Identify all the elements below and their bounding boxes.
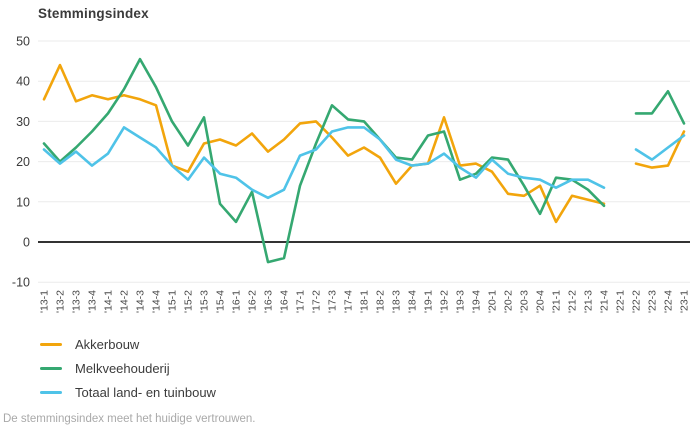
x-axis-tick-label: '22-2 [631,290,643,313]
x-axis-tick-label: '22-1 [615,290,627,313]
x-axis-tick-label: '20-2 [503,290,515,313]
x-axis-tick-label: '18-1 [359,290,371,313]
stemmingsindex-line-chart: 50 40 30 20 10 0 -10 '13-1 '13-2 '13-3 '13-4 '14-1 '… [12,35,691,314]
series-line-melkveehouderij [42,57,606,264]
series-line-totaal-land-en-tuinbouw [42,126,606,200]
y-axis-tick-label: 20 [16,155,30,169]
x-axis-tick-label: '16-1 [231,290,243,313]
x-axis-tick-label: '19-1 [423,290,435,313]
x-axis-tick-label: '17-3 [327,290,339,313]
x-axis-tick-label: '16-3 [263,290,275,313]
x-axis-tick-label: '16-4 [279,290,291,313]
x-axis-tick-label: '19-4 [471,290,483,313]
legend-item-totaal-land-en-tuinbouw: Totaal land- en tuinbouw [40,385,216,400]
x-axis-tick-label: '22-4 [663,290,675,313]
legend-swatch [40,391,62,394]
series-line-totaal-land-en-tuinbouw [634,134,686,161]
x-axis-tick-label: '20-1 [487,290,499,313]
x-axis-tick-label: '16-2 [247,290,259,313]
legend-swatch [40,367,62,370]
x-axis-tick-label: '18-3 [391,290,403,313]
x-axis-tick-label: '14-3 [135,290,147,313]
series-line-akkerbouw [634,130,686,169]
x-axis-tick-label: '15-2 [183,290,195,313]
y-axis-tick-label: 40 [16,75,30,89]
series-line-akkerbouw [42,63,606,224]
legend-label: Akkerbouw [75,337,140,352]
footnote: De stemmingsindex meet het huidige vertr… [3,413,256,425]
legend-item-akkerbouw: Akkerbouw [40,337,216,352]
x-axis-tick-label: '13-4 [87,290,99,313]
y-axis-tick-label: 10 [16,195,30,209]
x-axis-tick-label: '21-2 [567,290,579,313]
x-axis-tick-label: '17-2 [311,290,323,313]
y-axis-tick-label: 50 [16,35,30,49]
x-axis-tick-label: '17-1 [295,290,307,313]
x-axis-tick-label: '17-4 [343,290,355,313]
legend-label: Melkveehouderij [75,361,170,376]
x-axis-tick-label: '15-3 [199,290,211,313]
chart-title: Stemmingsindex [38,6,149,21]
x-axis-tick-label: '20-4 [535,290,547,313]
x-axis-tick-label: '19-2 [439,290,451,313]
x-axis-tick-label: '21-4 [599,290,611,313]
x-axis-tick-label: '22-3 [647,290,659,313]
x-axis-tick-label: '13-3 [71,290,83,313]
chart-legend: Akkerbouw Melkveehouderij Totaal land- en … [40,337,216,400]
legend-label: Totaal land- en tuinbouw [75,385,216,400]
x-axis-tick-label: '20-3 [519,290,531,313]
x-axis-tick-label: '19-3 [455,290,467,313]
x-axis-tick-label: '13-1 [39,290,51,313]
x-axis-tick-label: '18-2 [375,290,387,313]
x-axis-tick-label: '14-4 [151,290,163,313]
legend-item-melkveehouderij: Melkveehouderij [40,361,216,376]
x-axis-tick-label: '21-3 [583,290,595,313]
x-axis-tick-label: '13-2 [55,290,67,313]
x-axis-tick-label: '15-4 [215,290,227,313]
x-axis-tick-label: '14-1 [103,290,115,313]
x-axis-tick-label: '21-1 [551,290,563,313]
x-axis-tick-label: '23-1 [679,290,691,313]
legend-swatch [40,343,62,346]
y-axis-tick-label: 30 [16,115,30,129]
series-line-melkveehouderij [634,90,686,125]
y-axis-tick-label: -10 [12,276,30,290]
x-axis-tick-label: '18-4 [407,290,419,313]
x-axis-tick-label: '14-2 [119,290,131,313]
x-axis-tick-label: '15-1 [167,290,179,313]
y-axis-tick-label: 0 [23,236,30,250]
